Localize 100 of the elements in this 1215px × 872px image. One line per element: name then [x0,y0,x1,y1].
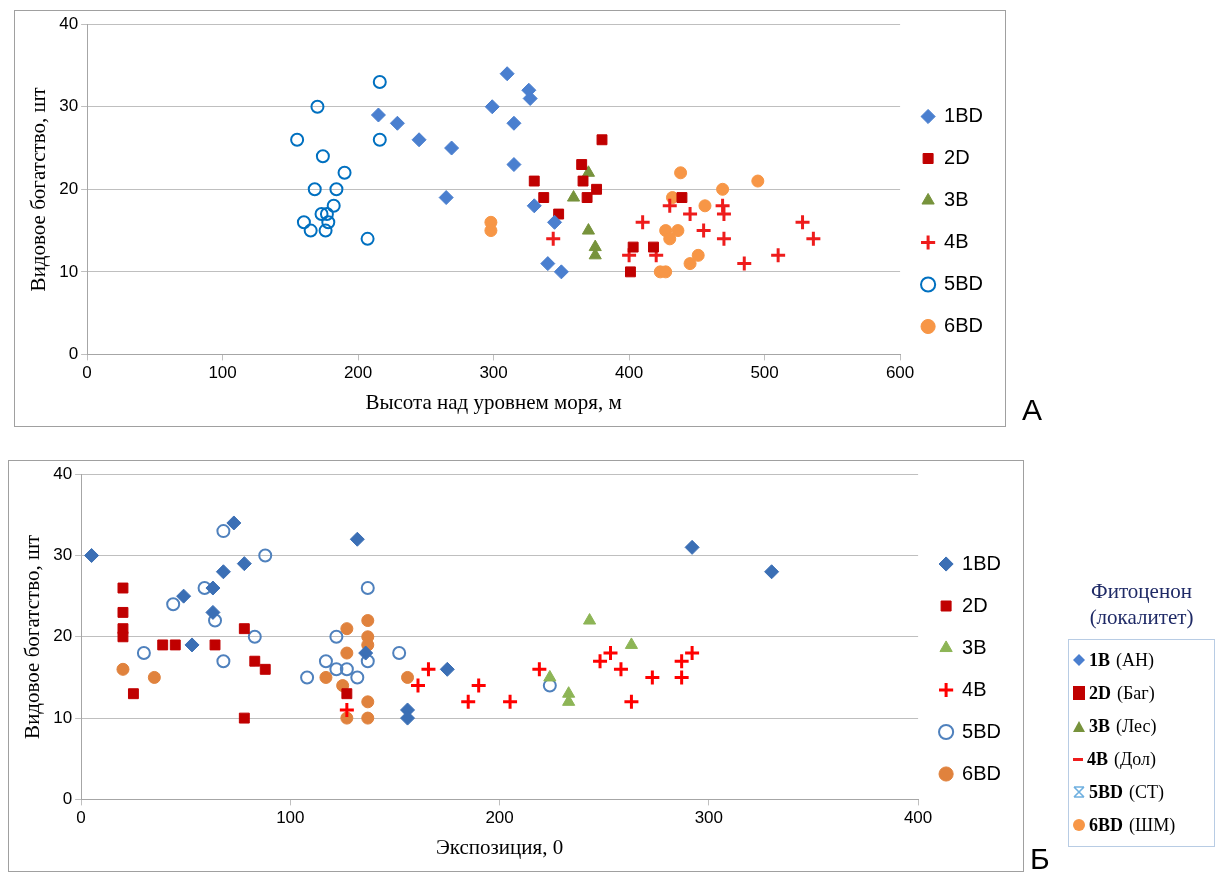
point [216,524,231,539]
point [310,99,325,114]
point [634,213,652,231]
text: 1B (АН) [1089,649,1155,671]
point [530,660,548,678]
point [538,192,550,204]
point [361,711,375,725]
point [307,182,322,197]
point [684,539,700,555]
x-tick-label: 200 [343,363,373,383]
point [735,255,753,273]
x-tick-label: 100 [208,363,237,383]
point [695,222,713,240]
point [361,695,375,709]
y-tick-label: 30 [59,96,79,116]
point [470,677,488,695]
x-tick-label: 400 [614,363,644,383]
point [444,140,460,156]
x-tick-label: 200 [485,808,514,828]
point [318,654,333,669]
point [583,613,597,625]
point [319,207,334,222]
x-axis-title: Высота над уровнем моря, м [365,389,622,414]
point [392,646,407,661]
legend-label: 4B [962,677,987,700]
point [581,192,593,204]
y-tick-label: 20 [59,178,79,198]
point [566,190,581,202]
text: 4B (Дол) [1087,748,1157,770]
point [804,230,822,248]
x-tick-label: 400 [903,808,933,828]
point [176,588,192,604]
point [624,637,638,649]
point [318,223,333,238]
point [303,223,318,238]
point [314,207,329,222]
point [506,115,522,131]
point [84,548,100,563]
point [329,629,344,644]
point [627,241,639,253]
x-tick-label: 0 [82,363,92,383]
point [673,652,691,670]
point [370,107,386,123]
point [419,660,437,678]
point [116,662,130,676]
x-tick-label: 300 [694,808,724,828]
legend-label: 1BD [944,104,983,127]
text: 3B (Лес) [1089,715,1157,737]
point [321,215,336,230]
point [127,688,139,700]
point [238,712,250,724]
point [157,639,169,651]
point [528,175,540,187]
point [315,149,330,164]
point [372,74,387,89]
y-tick-label: 0 [62,789,73,809]
text: А [1022,393,1043,427]
point [716,182,730,196]
point [484,99,500,115]
point [625,266,636,278]
point [648,241,659,253]
point [147,670,161,684]
point [715,230,733,248]
point [360,581,375,596]
point [117,631,129,643]
point [698,199,712,213]
point [544,230,562,248]
point [596,134,608,146]
point [553,264,569,280]
point [339,662,354,677]
text: Б [1030,842,1050,872]
point [543,669,557,682]
y-axis-title: Видовое богатство, шт [26,87,51,292]
point [205,580,221,596]
point [501,693,519,711]
point [683,257,697,271]
point [337,165,352,180]
point [258,548,273,563]
point [290,132,305,147]
point [506,157,522,173]
point [326,198,341,213]
point [360,654,375,669]
point [547,214,563,230]
x-tick-label: 500 [750,363,779,383]
text: 5BD (СТ) [1089,781,1165,803]
point [691,248,705,262]
point [341,688,353,700]
point [540,256,556,272]
point [622,693,640,711]
legend-label: 3B [944,188,969,211]
point [661,197,679,215]
x-tick-label: 600 [885,363,915,383]
point [683,644,701,662]
point [612,660,630,678]
point [577,175,589,187]
legend-label: 6BD [962,761,1001,784]
y-tick-label: 30 [53,545,73,565]
point [751,174,765,188]
point [714,197,732,215]
point [136,646,151,661]
